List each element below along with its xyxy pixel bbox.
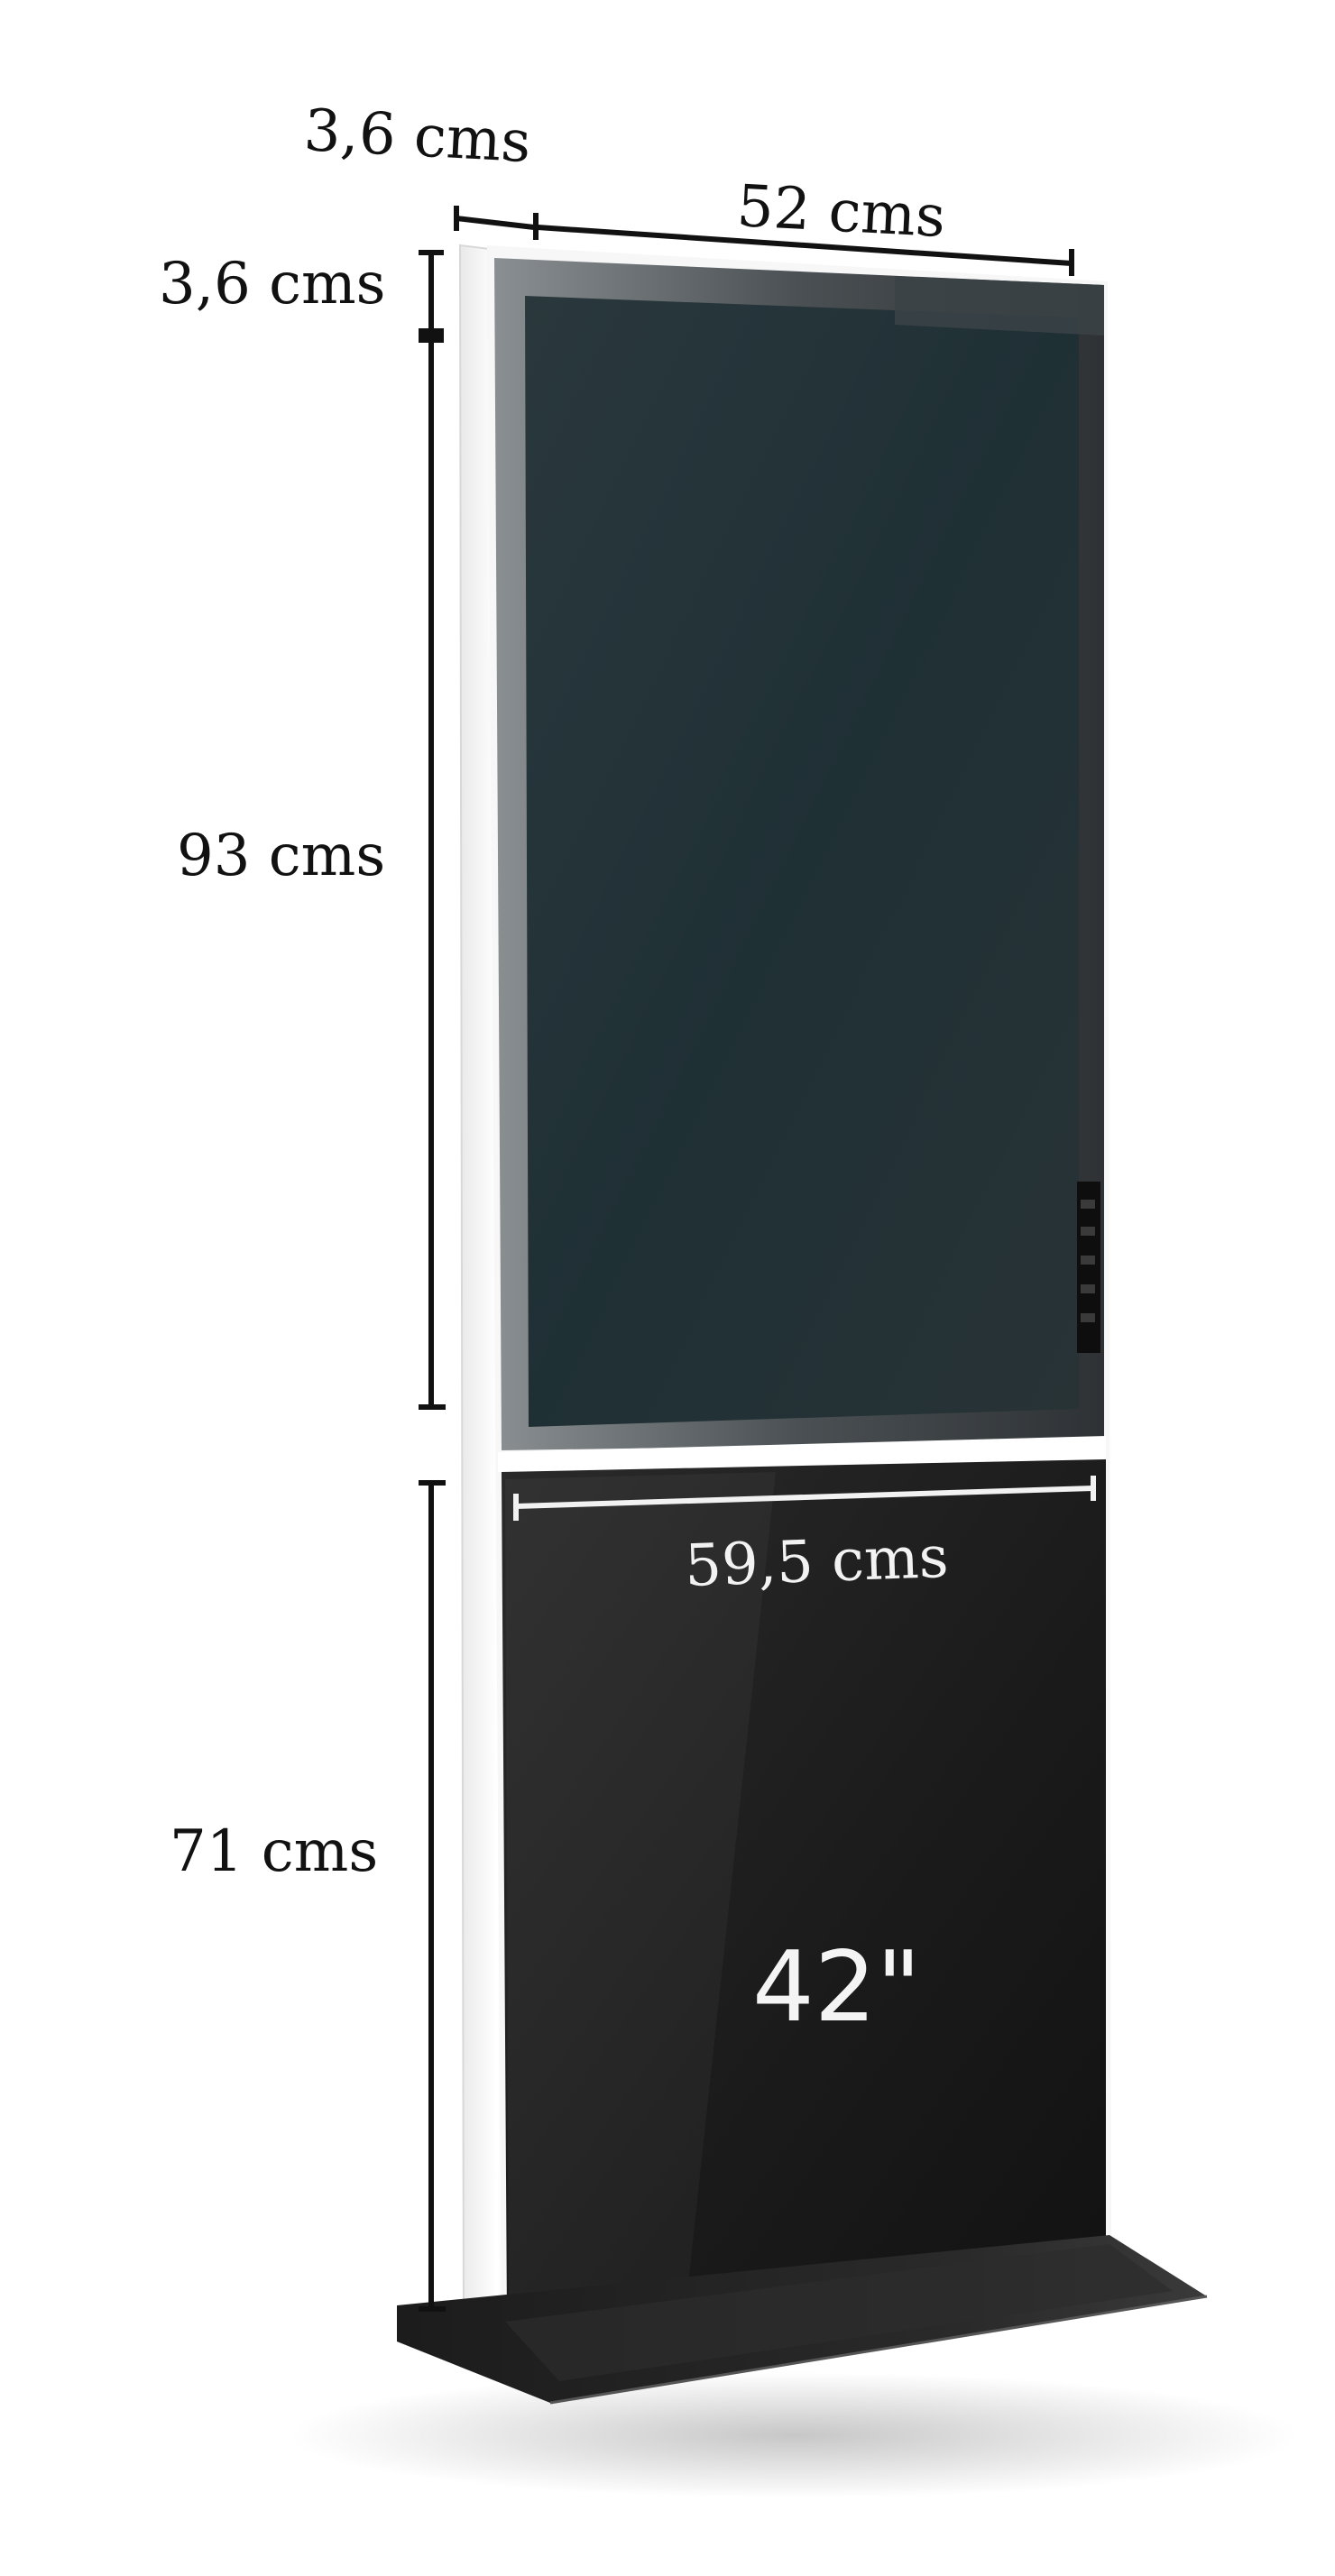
base-plate-top: [505, 2244, 1173, 2381]
dimension-bezel-top: [419, 250, 444, 343]
label-depth-top: 3,6 cms: [302, 97, 532, 176]
separator-strip: [498, 1436, 1106, 1472]
base-plate-edge: [549, 2295, 1208, 2405]
port-slot: [1081, 1200, 1095, 1209]
label-screen-height: 93 cms: [177, 823, 385, 889]
lower-body-reflection: [505, 1472, 776, 2318]
label-lower-height: 71 cms: [170, 1818, 378, 1885]
dimension-lower-height: [419, 1480, 446, 2312]
screen-highlight: [895, 276, 1104, 336]
dimension-width-lower: [513, 1476, 1096, 1521]
label-screen-size: 42": [752, 1931, 921, 2044]
dimension-screen-height: [419, 341, 446, 1410]
port-slot: [1081, 1256, 1095, 1265]
dimension-depth-top: [454, 206, 539, 240]
side-ports: [1077, 1182, 1100, 1353]
port-slot: [1081, 1313, 1095, 1322]
label-bezel-top: 3,6 cms: [159, 251, 386, 317]
dimension-width-top: [537, 225, 1074, 276]
port-slot: [1081, 1227, 1095, 1236]
port-slot: [1081, 1284, 1095, 1293]
screen-panel: [525, 296, 1079, 1427]
label-width-lower: 59,5 cms: [684, 1524, 950, 1600]
floor-shadow: [289, 2372, 1299, 2498]
label-width-top: 52 cms: [735, 173, 947, 251]
lower-body-panel: [502, 1459, 1106, 2320]
